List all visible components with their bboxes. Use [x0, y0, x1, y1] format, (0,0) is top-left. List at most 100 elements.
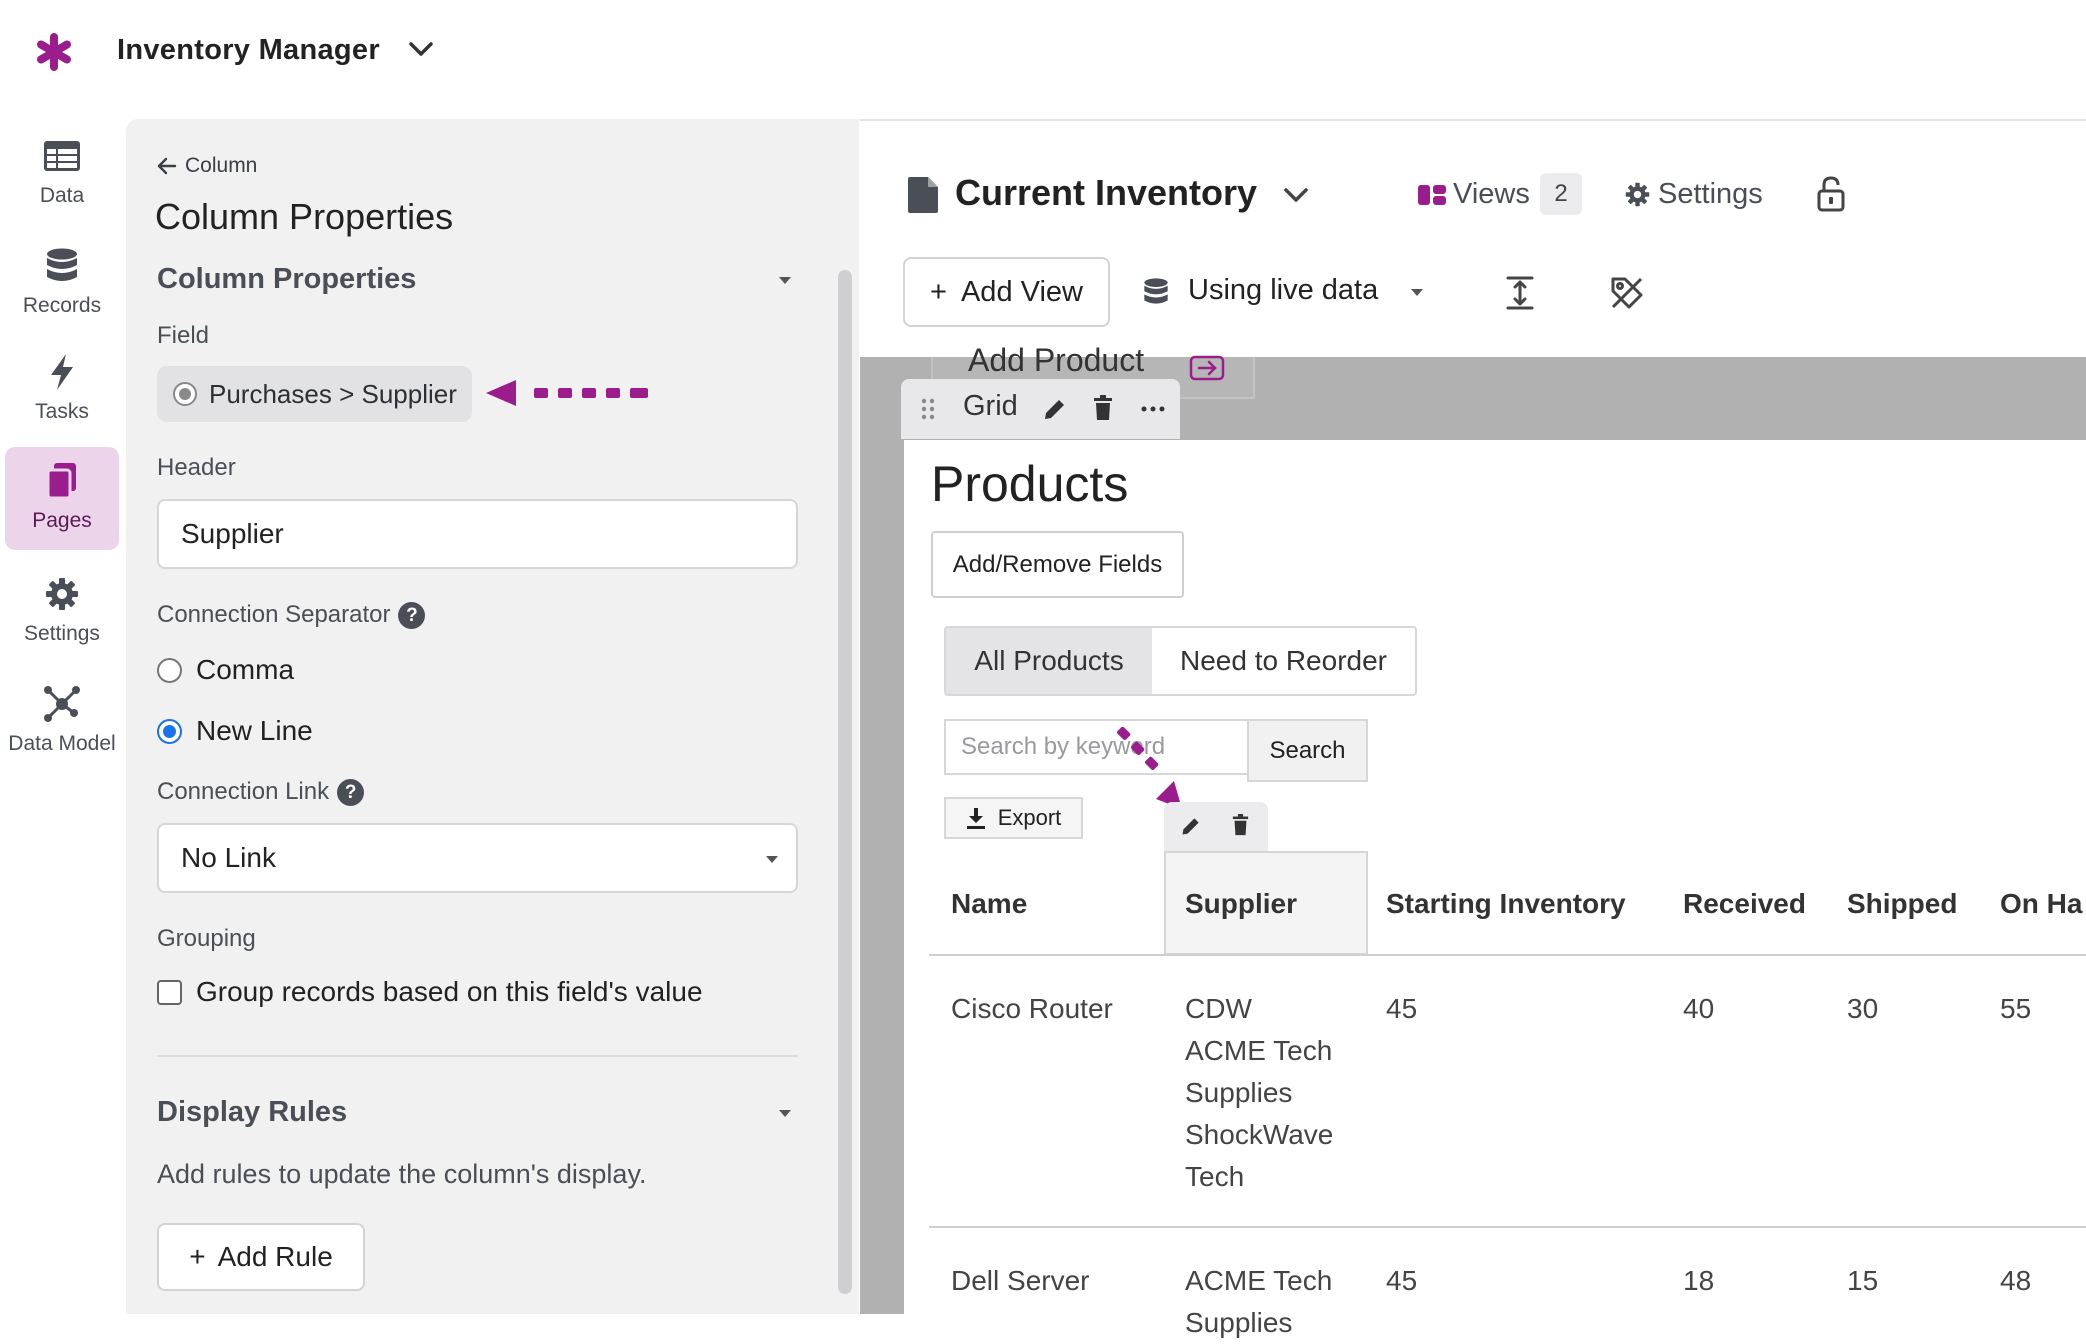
section-divider	[157, 1055, 798, 1057]
search-input[interactable]: Search by keyword	[944, 719, 1249, 775]
download-icon	[966, 808, 985, 829]
supplier-line: ACME Tech	[1185, 1035, 1333, 1066]
pencil-icon[interactable]	[1180, 815, 1202, 837]
dropdown-caret-icon	[766, 856, 778, 863]
gear-icon	[42, 574, 82, 614]
nav-item-pages[interactable]: Pages	[5, 447, 119, 550]
nav-label: Tasks	[35, 400, 89, 423]
header-border	[860, 119, 2086, 121]
drag-handle-icon[interactable]	[921, 398, 935, 420]
more-icon[interactable]	[1141, 405, 1165, 413]
nav-label: Records	[22, 294, 102, 317]
nav-item-records[interactable]: Records	[5, 246, 119, 326]
tab-need-to-reorder[interactable]: Need to Reorder	[1179, 645, 1387, 676]
selected-column-highlight[interactable]	[1164, 851, 1368, 955]
nav-item-tasks[interactable]: Tasks	[5, 352, 119, 432]
add-rule-label: Add Rule	[217, 1241, 333, 1272]
cell-supplier: ACME Tech Supplies	[1185, 1260, 1332, 1344]
cell-starting: 45	[1386, 1265, 1418, 1296]
add-remove-fields-button[interactable]: Add/Remove Fields	[931, 531, 1184, 598]
plus-icon: +	[189, 1241, 206, 1272]
field-value-pill: Purchases > Supplier	[157, 366, 472, 422]
add-view-label: Add View	[960, 275, 1083, 308]
add-view-button[interactable]: + Add View	[903, 257, 1110, 327]
network-icon	[42, 684, 82, 724]
column-header-starting-inventory[interactable]: Starting Inventory	[1386, 888, 1626, 919]
separator-option-comma[interactable]: Comma	[157, 654, 294, 686]
nav-item-settings[interactable]: Settings	[5, 574, 119, 654]
view-switcher-chevron-icon[interactable]	[1283, 186, 1309, 204]
nav-item-data-model[interactable]: Data Model	[5, 684, 119, 764]
export-button[interactable]: Export	[944, 797, 1083, 839]
views-count-badge: 2	[1540, 173, 1582, 215]
pencil-icon[interactable]	[1042, 396, 1068, 422]
trash-icon[interactable]	[1093, 395, 1113, 421]
header-label: Header	[157, 454, 236, 481]
cell-shipped: 15	[1847, 1265, 1879, 1296]
option-label: New Line	[196, 715, 313, 746]
separator-option-new-line[interactable]: New Line	[157, 715, 313, 747]
cell-supplier: CDW ACME Tech Supplies ShockWave Tech	[1185, 988, 1333, 1198]
collapse-caret-icon[interactable]	[779, 277, 791, 284]
section-title-column-properties[interactable]: Column Properties	[157, 263, 417, 295]
field-type-icon	[173, 382, 197, 406]
column-toolbar	[1164, 802, 1268, 851]
app-switcher-chevron-icon[interactable]	[408, 40, 434, 58]
nav-label: Data Model	[8, 732, 116, 755]
link-out-icon	[1189, 355, 1225, 381]
display-rules-description: Add rules to update the column's display…	[157, 1159, 647, 1189]
supplier-line: ACME Tech	[1185, 1265, 1333, 1296]
live-data-toggle[interactable]: Using live data	[1188, 274, 1379, 306]
cell-name: Dell Server	[951, 1265, 1090, 1296]
column-header-name[interactable]: Name	[951, 888, 1028, 919]
app-title: Inventory Manager	[117, 34, 380, 66]
database-icon	[42, 246, 82, 286]
connection-link-value: No Link	[181, 842, 276, 873]
column-header-shipped[interactable]: Shipped	[1847, 888, 1958, 919]
live-data-caret-icon[interactable]	[1411, 289, 1423, 296]
cell-on-hand: 48	[2000, 1265, 2032, 1296]
field-value: Purchases > Supplier	[209, 378, 457, 409]
cell-name: Cisco Router	[951, 993, 1113, 1024]
column-header-received[interactable]: Received	[1683, 888, 1806, 919]
panel-scrollbar[interactable]	[838, 270, 852, 1294]
help-icon[interactable]: ?	[398, 602, 426, 630]
help-icon[interactable]: ?	[337, 779, 365, 807]
header-input[interactable]: Supplier	[157, 499, 798, 569]
row-height-icon[interactable]	[1506, 276, 1534, 310]
grouping-checkbox[interactable]	[157, 979, 182, 1005]
nav-label: Settings	[24, 622, 100, 645]
collapse-caret-icon[interactable]	[779, 1110, 791, 1117]
radio-comma[interactable]	[157, 657, 182, 683]
section-title-display-rules[interactable]: Display Rules	[157, 1096, 348, 1128]
tag-off-icon[interactable]	[1610, 276, 1644, 310]
trash-icon[interactable]	[1232, 814, 1249, 836]
nav-item-data[interactable]: Data	[5, 136, 119, 216]
connection-link-text: Connection Link	[157, 778, 330, 805]
pages-icon	[42, 461, 82, 501]
radio-new-line[interactable]	[157, 718, 182, 744]
connection-link-select[interactable]: No Link	[157, 823, 798, 893]
nav-label: Pages	[32, 509, 92, 532]
tab-all-products[interactable]: All Products	[946, 628, 1152, 694]
supplier-line: ShockWave	[1185, 1119, 1334, 1150]
document-icon	[907, 176, 939, 214]
grouping-option[interactable]: Group records based on this field's valu…	[157, 976, 703, 1008]
connection-link-label: Connection Link?	[157, 778, 365, 807]
breadcrumb-back[interactable]: Column	[157, 154, 257, 178]
search-button[interactable]: Search	[1247, 719, 1368, 782]
cell-received: 40	[1683, 993, 1715, 1024]
table-icon	[42, 136, 82, 176]
supplier-line: CDW	[1185, 993, 1252, 1024]
column-header-supplier[interactable]: Supplier	[1185, 888, 1298, 919]
bolt-icon	[42, 352, 82, 392]
column-header-on-hand[interactable]: On Ha	[2000, 888, 2083, 919]
export-label: Export	[997, 805, 1062, 830]
cell-on-hand: 55	[2000, 993, 2032, 1024]
cell-starting: 45	[1386, 993, 1418, 1024]
lock-icon[interactable]	[1817, 176, 1845, 212]
add-rule-button[interactable]: + Add Rule	[157, 1223, 365, 1291]
view-title: Current Inventory	[955, 172, 1258, 213]
views-button[interactable]: Views	[1453, 178, 1530, 210]
settings-button[interactable]: Settings	[1658, 178, 1763, 210]
